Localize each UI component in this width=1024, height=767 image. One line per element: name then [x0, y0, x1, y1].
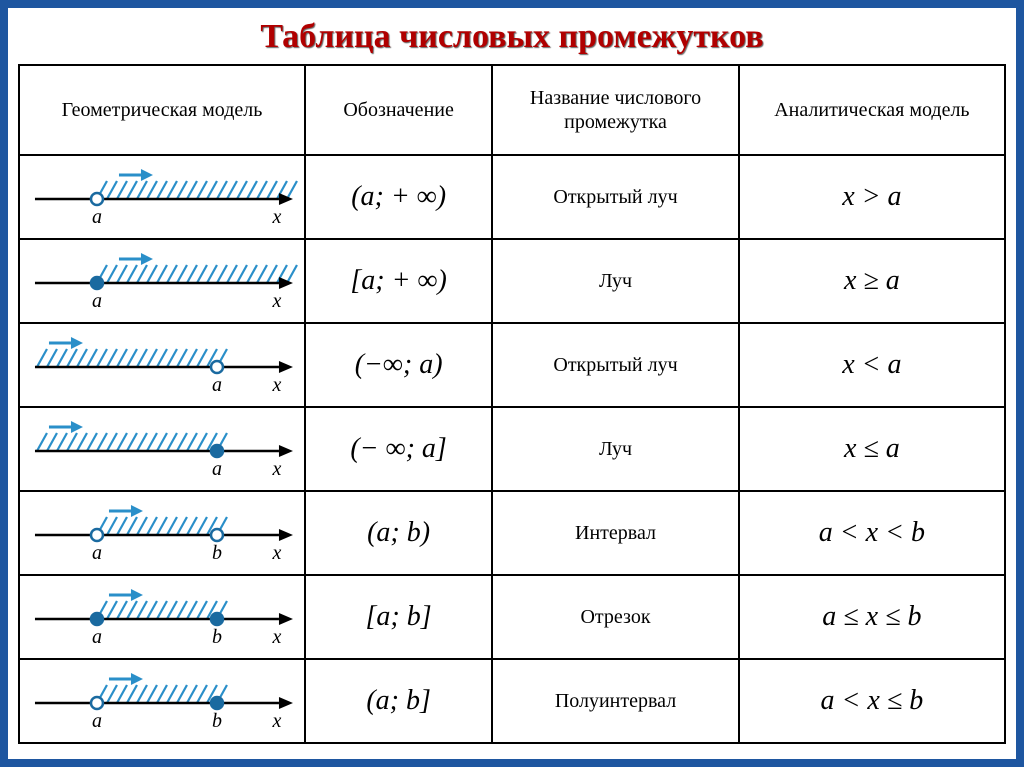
geom-cell: abx — [19, 659, 305, 743]
page-title: Таблица числовых промежутков — [8, 8, 1016, 64]
svg-text:a: a — [92, 626, 102, 648]
analyt-cell: x < a — [739, 323, 1005, 407]
svg-text:x: x — [272, 458, 282, 480]
svg-text:x: x — [272, 206, 282, 228]
header-geom: Геометрическая модель — [19, 65, 305, 155]
geom-cell: ax — [19, 155, 305, 239]
geom-cell: ax — [19, 323, 305, 407]
intervals-table: Геометрическая модель Обозначение Назван… — [18, 64, 1006, 744]
geom-cell: ax — [19, 239, 305, 323]
analyt-cell: a < x ≤ b — [739, 659, 1005, 743]
name-cell: Интервал — [492, 491, 739, 575]
page-frame: Таблица числовых промежутков Геометричес… — [8, 8, 1016, 759]
name-cell: Открытый луч — [492, 323, 739, 407]
table-row: ax(−∞; a)Открытый лучx < a — [19, 323, 1005, 407]
geom-cell: ax — [19, 407, 305, 491]
svg-text:x: x — [272, 374, 282, 396]
svg-text:a: a — [92, 710, 102, 732]
svg-text:x: x — [272, 710, 282, 732]
notation-cell: (a; b] — [305, 659, 492, 743]
svg-text:x: x — [272, 290, 282, 312]
svg-text:b: b — [212, 542, 222, 564]
svg-text:b: b — [212, 710, 222, 732]
svg-text:a: a — [212, 458, 222, 480]
table-row: ax(− ∞; a]Лучx ≤ a — [19, 407, 1005, 491]
header-name: Название числового промежутка — [492, 65, 739, 155]
header-analyt: Аналитическая модель — [739, 65, 1005, 155]
analyt-cell: x > a — [739, 155, 1005, 239]
table-row: a b x (a; b)Интервалa < x < b — [19, 491, 1005, 575]
svg-text:a: a — [212, 374, 222, 396]
svg-text:a: a — [92, 290, 102, 312]
name-cell: Полуинтервал — [492, 659, 739, 743]
analyt-cell: a ≤ x ≤ b — [739, 575, 1005, 659]
analyt-cell: x ≥ a — [739, 239, 1005, 323]
notation-cell: (a; + ∞) — [305, 155, 492, 239]
header-notation: Обозначение — [305, 65, 492, 155]
name-cell: Луч — [492, 407, 739, 491]
analyt-cell: x ≤ a — [739, 407, 1005, 491]
svg-text:b: b — [212, 626, 222, 648]
geom-cell: abx — [19, 491, 305, 575]
analyt-cell: a < x < b — [739, 491, 1005, 575]
svg-text:a: a — [92, 206, 102, 228]
notation-cell: [a; + ∞) — [305, 239, 492, 323]
table-row: ax(a; + ∞)Открытый лучx > a — [19, 155, 1005, 239]
notation-cell: [a; b] — [305, 575, 492, 659]
name-cell: Луч — [492, 239, 739, 323]
svg-text:x: x — [272, 626, 282, 648]
notation-cell: (−∞; a) — [305, 323, 492, 407]
name-cell: Открытый луч — [492, 155, 739, 239]
notation-cell: (− ∞; a] — [305, 407, 492, 491]
table-body: ax(a; + ∞)Открытый лучx > aax[a; + ∞)Луч… — [19, 155, 1005, 743]
table-row: ax[a; + ∞)Лучx ≥ a — [19, 239, 1005, 323]
name-cell: Отрезок — [492, 575, 739, 659]
svg-text:a: a — [92, 542, 102, 564]
geom-cell: abx — [19, 575, 305, 659]
svg-text:x: x — [272, 542, 282, 564]
notation-cell: (a; b) — [305, 491, 492, 575]
table-row: a b x [a; b]Отрезокa ≤ x ≤ b — [19, 575, 1005, 659]
table-header-row: Геометрическая модель Обозначение Назван… — [19, 65, 1005, 155]
table-row: a b x (a; b]Полуинтервалa < x ≤ b — [19, 659, 1005, 743]
